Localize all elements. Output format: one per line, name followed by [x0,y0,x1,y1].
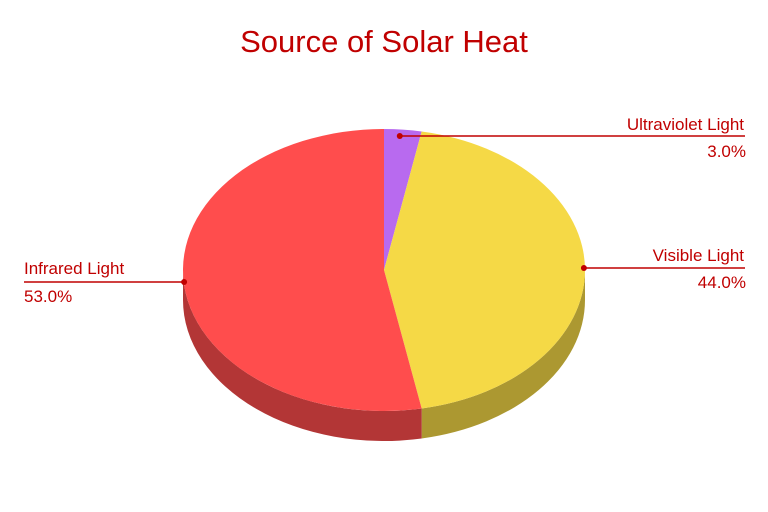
slice-label-ultraviolet: Ultraviolet Light [626,115,744,134]
pie-slice-ultraviolet [384,129,422,270]
slice-value-infrared: 53.0% [24,287,73,306]
slice-label-infrared: Infrared Light [24,259,125,278]
leader-dot-infrared [181,279,188,285]
pie-slice-infrared [182,129,422,411]
leader-dot-ultraviolet [396,133,403,139]
slice-value-visible: 44.0% [697,273,746,292]
leader-dot-visible [580,265,587,271]
slice-label-visible: Visible Light [652,246,744,265]
pie-slice-visible [384,131,585,409]
chart-title: Source of Solar Heat [240,24,528,59]
slice-value-ultraviolet: 3.0% [707,142,746,161]
pie-side-infrared [183,270,422,441]
pie-side-visible [421,270,585,439]
